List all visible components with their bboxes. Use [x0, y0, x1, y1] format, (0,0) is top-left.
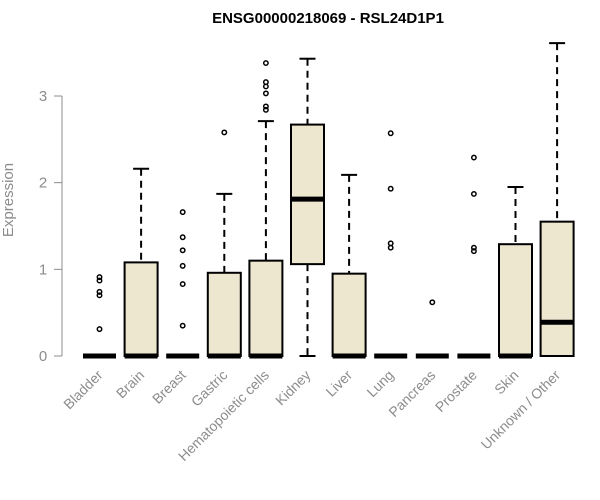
box-group	[457, 154, 491, 359]
box-group	[374, 130, 408, 359]
x-tick-label: Kidney	[272, 367, 314, 409]
outlier-point	[262, 103, 269, 110]
outlier-point	[96, 292, 103, 299]
outlier-point	[179, 209, 186, 216]
box-group	[498, 185, 533, 359]
box	[498, 243, 533, 357]
outlier-point	[96, 277, 103, 284]
outlier-point	[179, 234, 186, 241]
outlier-point	[96, 288, 103, 295]
outlier-point	[470, 154, 477, 161]
box-group	[83, 274, 116, 359]
x-tick-label: Lung	[363, 367, 396, 400]
box	[123, 261, 159, 357]
x-tick-label: Bladder	[60, 367, 106, 413]
box-group	[206, 129, 242, 359]
box	[206, 271, 242, 358]
outlier-point	[96, 274, 103, 281]
x-tick-label: Liver	[322, 367, 355, 400]
outlier-point	[262, 83, 269, 90]
x-tick-label: Brain	[113, 367, 147, 401]
box-group	[290, 57, 325, 357]
outlier-point	[387, 244, 394, 251]
y-tick-label: 2	[39, 175, 47, 192]
x-tick-label: Skin	[491, 367, 522, 398]
box	[539, 220, 575, 357]
outlier-point	[262, 60, 269, 67]
y-tick-label: 3	[39, 88, 47, 105]
y-axis-label: Expression	[0, 163, 17, 237]
box-group	[123, 167, 159, 359]
outlier-point	[262, 106, 269, 113]
y-axis: 0 1 2 3	[39, 88, 63, 365]
outlier-point	[179, 281, 186, 288]
box	[248, 259, 284, 357]
outlier-point	[387, 185, 394, 192]
outlier-point	[179, 322, 186, 329]
outlier-point	[470, 190, 477, 197]
box-group	[539, 42, 575, 357]
outlier-point	[470, 248, 477, 255]
outlier-point	[429, 299, 436, 306]
box-group	[248, 60, 284, 359]
box-group	[331, 173, 367, 359]
boxes	[83, 42, 575, 359]
outlier-point	[179, 247, 186, 254]
x-tick-label: Unknown / Other	[478, 367, 564, 453]
y-tick-label: 0	[39, 348, 47, 365]
outlier-point	[96, 326, 103, 333]
box-group	[166, 209, 200, 359]
y-tick-label: 1	[39, 261, 47, 278]
box	[290, 123, 325, 266]
outlier-point	[262, 90, 269, 97]
x-tick-label: Breast	[149, 367, 189, 407]
outlier-point	[387, 130, 394, 137]
box	[331, 272, 367, 358]
x-tick-label: Prostate	[432, 367, 480, 415]
chart-title: ENSG00000218069 - RSL24D1P1	[212, 10, 444, 27]
outlier-point	[221, 129, 228, 136]
outlier-point	[179, 262, 186, 269]
box-group	[415, 299, 449, 359]
outlier-point	[470, 244, 477, 251]
